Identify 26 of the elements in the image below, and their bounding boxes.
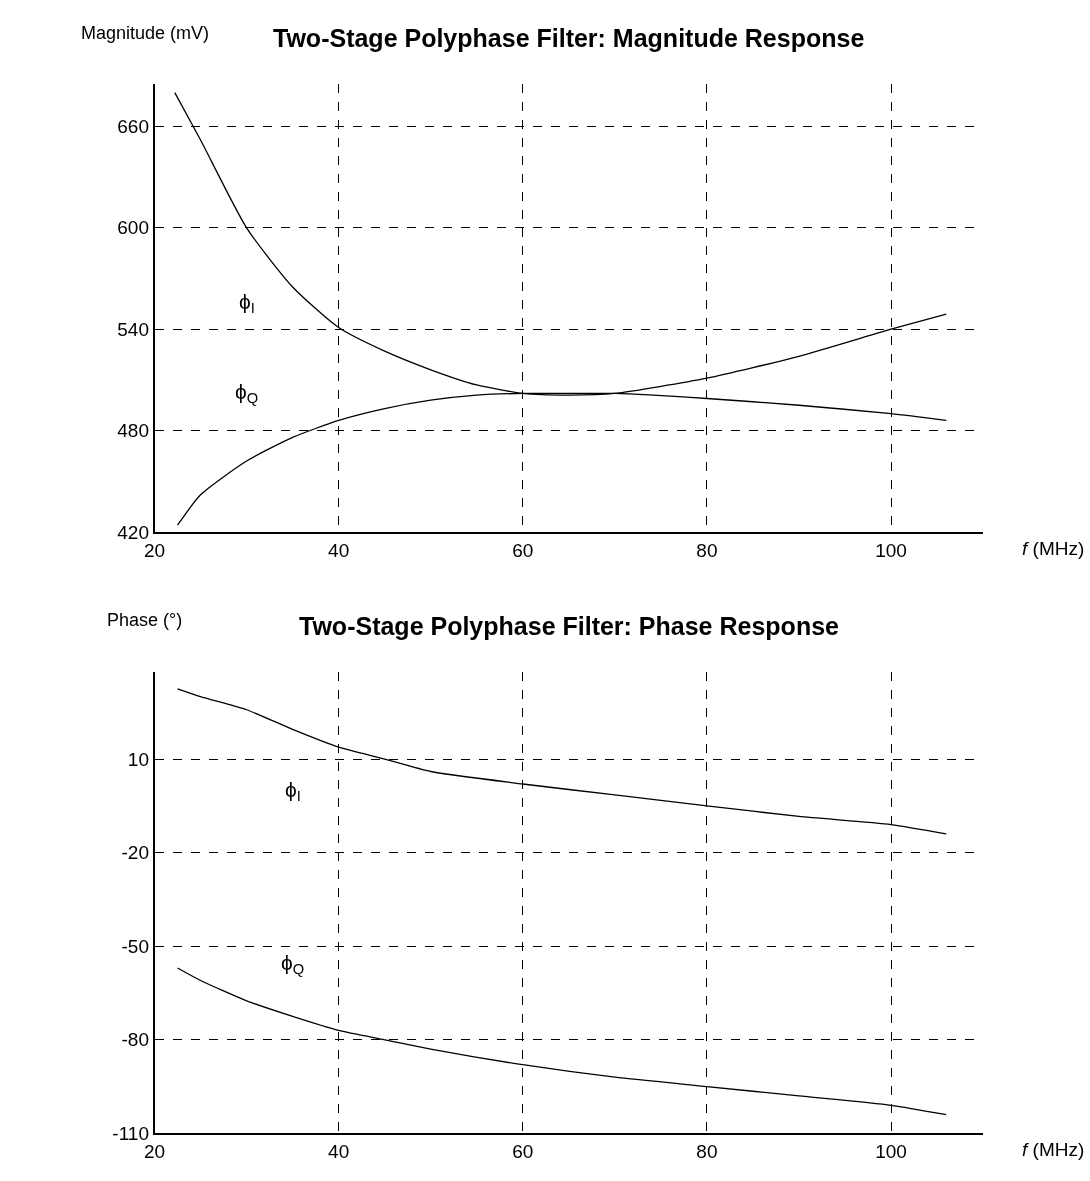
- x-tick-label: 40: [328, 1140, 350, 1162]
- x-axis-title: f (MHz): [1022, 538, 1085, 559]
- y-tick-label: -50: [121, 935, 149, 957]
- chart-title: Two-Stage Polyphase Filter: Magnitude Response: [273, 24, 865, 52]
- x-tick-label: 80: [696, 539, 718, 561]
- y-tick-label: -20: [121, 842, 149, 864]
- y-axis-title: Phase (°): [107, 610, 183, 630]
- x-axis-title: f (MHz): [1022, 1139, 1085, 1160]
- y-axis-title: Magnitude (mV): [81, 23, 210, 43]
- x-tick-label: 40: [328, 539, 350, 561]
- series-label: ϕ$_{Q}$: [281, 951, 305, 978]
- x-tick-label: 60: [512, 1140, 534, 1162]
- x-tick-label: 60: [512, 539, 534, 561]
- y-tick-label: -80: [121, 1029, 149, 1051]
- y-tick-label: 660: [117, 116, 149, 138]
- y-tick-label: 540: [117, 318, 149, 340]
- x-tick-label: 100: [875, 1140, 907, 1162]
- y-tick-label: 600: [117, 217, 149, 239]
- series-label: ϕ$_{I}$: [239, 290, 255, 317]
- x-tick-label: 100: [875, 539, 907, 561]
- x-tick-label: 80: [696, 1140, 718, 1162]
- text: ϕ$_{Q}$: [235, 380, 259, 407]
- chart-title: Two-Stage Polyphase Filter: Phase Response: [299, 612, 840, 640]
- y-tick-label: 10: [127, 748, 149, 770]
- text: ϕ$_{I}$: [285, 778, 301, 805]
- y-tick-label: 480: [117, 420, 149, 442]
